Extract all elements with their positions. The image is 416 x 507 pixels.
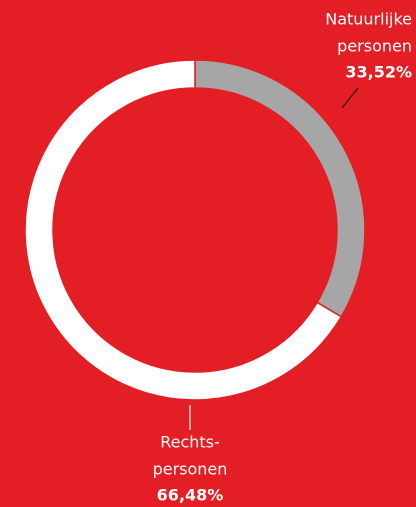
leader-line xyxy=(341,87,359,109)
segment-label: personen xyxy=(153,460,228,479)
segment-label: Natuurlijke xyxy=(325,10,412,29)
value-label: 33,52% xyxy=(345,63,412,82)
segment-label: personen xyxy=(337,37,412,56)
donut-segment xyxy=(194,59,366,318)
segment-label: Rechts- xyxy=(160,433,220,452)
donut-segment xyxy=(24,59,343,401)
value-label: 66,48% xyxy=(157,486,224,505)
